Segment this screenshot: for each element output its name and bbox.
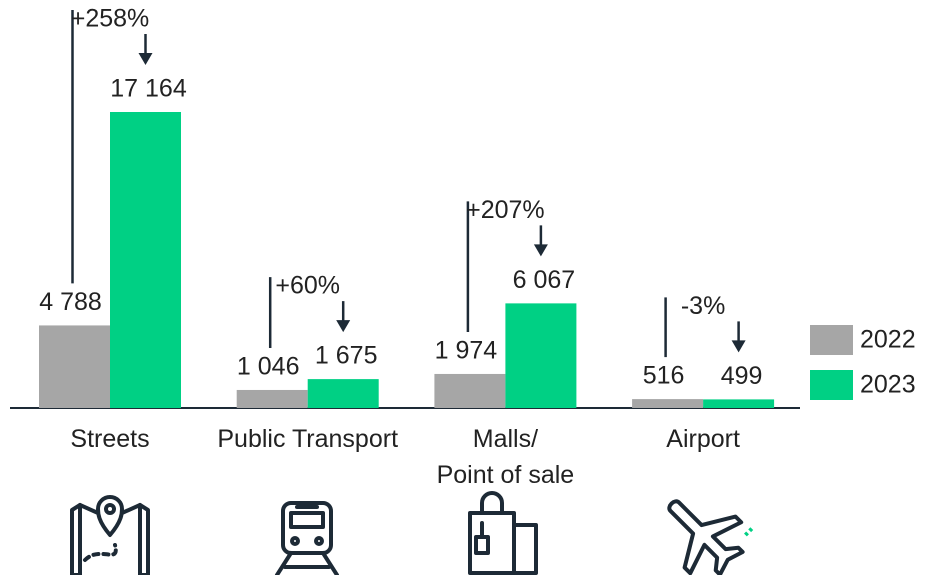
value-label: 6 067 xyxy=(513,266,576,294)
icons xyxy=(70,491,754,575)
x-tick-label: Streets xyxy=(70,425,149,453)
value-label: 1 974 xyxy=(435,337,498,365)
value-label: 516 xyxy=(643,362,685,390)
x-tick-label: Public Transport xyxy=(217,425,398,453)
annotation-arrowhead xyxy=(336,320,351,333)
bar xyxy=(307,379,379,408)
bar xyxy=(39,325,110,408)
annotation: +258% xyxy=(71,5,150,33)
value-label: 1 675 xyxy=(315,342,378,370)
annotation: +207% xyxy=(466,196,545,224)
annotation-arrowhead xyxy=(138,53,153,65)
train-icon xyxy=(275,501,339,575)
value-label: 4 788 xyxy=(39,288,102,316)
x-tick-label: Malls/Point of sale xyxy=(437,425,575,489)
legend-swatch xyxy=(810,370,853,400)
map-icon xyxy=(70,495,150,575)
plane-icon xyxy=(667,499,754,575)
bar xyxy=(505,303,577,408)
annotation-arrowhead xyxy=(533,244,548,257)
bar xyxy=(703,399,775,408)
value-label: 17 164 xyxy=(110,75,187,103)
annotation: +60% xyxy=(275,272,340,300)
annotation-arrowhead xyxy=(731,340,746,353)
bar xyxy=(434,373,506,408)
x-tick-label: Airport xyxy=(666,425,740,453)
legend-label: 2023 xyxy=(860,371,916,399)
legend-label: 2022 xyxy=(860,326,916,354)
annotation: -3% xyxy=(681,292,725,320)
legend-swatch xyxy=(810,325,853,355)
bar xyxy=(632,399,704,408)
bar xyxy=(236,389,308,408)
value-label: 499 xyxy=(721,362,763,390)
bar xyxy=(110,112,181,408)
value-label: 1 046 xyxy=(237,353,300,381)
shopping-icon xyxy=(468,491,538,575)
